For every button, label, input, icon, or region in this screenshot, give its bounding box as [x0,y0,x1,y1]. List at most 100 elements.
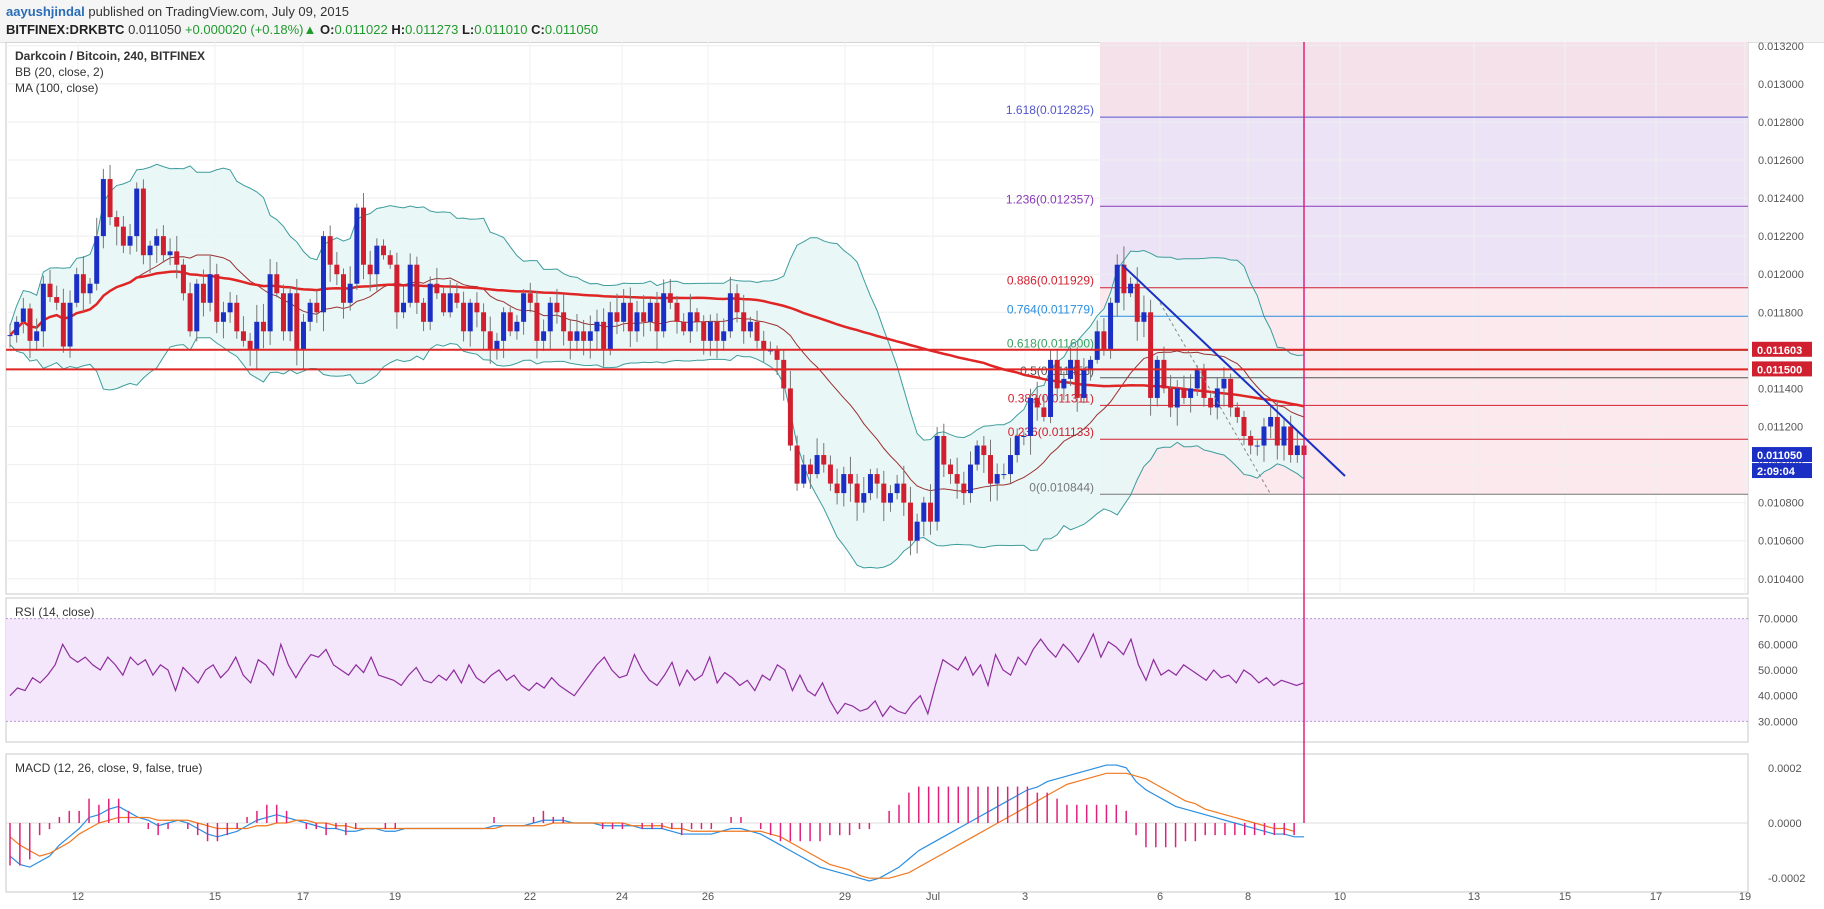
candle-body [921,502,927,522]
rsi-band [6,618,1748,722]
candle-body [914,521,920,541]
candle-body [627,302,633,332]
candle-body [200,283,206,303]
candle-body [134,188,140,237]
macd-legend: MACD (12, 26, close, 9, false, true) [15,761,202,775]
candle-body [847,474,853,484]
candle-body [234,302,240,332]
fib-level-label: 1.236(0.012357) [1006,192,1094,206]
candle-body [947,464,953,475]
candle-body [1054,359,1060,389]
price-tick: 0.011200 [1758,421,1803,433]
candle-body [120,226,126,246]
candle-body [514,321,520,332]
macd-tick: 0.0000 [1768,818,1802,830]
price-marker-bg [1752,447,1812,463]
candle-body [100,179,106,237]
ma-legend: MA (100, close) [15,81,98,95]
candle-body [1161,359,1167,389]
candle-body [727,293,733,332]
candle-body [27,308,33,341]
rsi-tick: 70.0000 [1758,614,1798,626]
candle-body [167,251,173,256]
candle-body [461,302,467,332]
chart-area[interactable]: 1.618(0.012825) 1.236(0.012357) 0.886(0.01… [0,41,1824,909]
candle-body [67,302,73,347]
fib-level-label: 0.618(0.011600) [1007,336,1094,350]
open-label: O: [320,22,335,37]
candle-body [1114,264,1120,303]
candle-body [554,302,560,313]
candle-body [1074,359,1080,398]
candle-body [1081,369,1087,398]
candle-body [1048,359,1054,417]
time-tick: 19 [389,891,401,903]
candle-body [1108,302,1114,351]
candle-body [361,207,367,265]
candle-body [1221,378,1227,389]
candle-body [20,308,26,322]
candle-body [927,502,933,522]
candle-body [887,493,893,503]
price-tick: 0.010600 [1758,536,1804,548]
price-change: +0.000020 (+0.18%) [184,22,304,37]
close-label: C: [531,22,545,37]
candle-body [1274,416,1280,446]
candle-body [701,321,707,341]
candle-body [661,293,667,332]
candle-body [1008,455,1014,475]
candle-body [607,312,613,351]
candle-body [961,483,967,494]
candle-body [314,302,320,313]
candle-body [1188,388,1194,398]
candle-body [1168,388,1174,408]
candle-body [574,331,580,341]
candle-body [320,236,326,313]
candle-body [621,302,627,322]
low-label: L: [461,22,475,37]
candle-body [114,217,120,227]
candle-body [1174,388,1180,408]
candle-body [814,455,820,475]
candle-body [267,274,273,332]
time-tick: 15 [1559,891,1571,903]
candle-body [741,312,747,332]
candle-body [834,483,840,494]
candle-body [300,321,306,351]
candle-body [821,455,827,465]
rsi-tick: 40.0000 [1758,691,1798,703]
price-marker: 0.011500 [1757,364,1802,376]
candle-body [767,350,773,352]
candle-body [1101,331,1107,351]
author-link[interactable]: aayushjindal [6,4,85,19]
candle-body [354,207,360,284]
candle-body [721,331,727,341]
candle-body [667,293,673,303]
candle-body [94,236,100,284]
candle-body [1228,378,1234,408]
rsi-tick: 60.0000 [1758,639,1798,651]
ohlc-line: BITFINEX:DRKBTC 0.011050 +0.000020 (+0.1… [6,22,598,37]
price-marker: 0.011050 [1757,450,1802,462]
low-value: 0.011010 [474,22,528,37]
price-marker: 0.011603 [1757,345,1802,357]
candle-body [434,283,440,294]
chart-svg[interactable]: 1.618(0.012825) 1.236(0.012357) 0.886(0.01… [0,41,1824,904]
candle-body [1241,416,1247,437]
candle-body [154,236,160,246]
candle-body [1254,445,1260,447]
price-tick: 0.013000 [1758,79,1804,91]
candle-body [707,321,713,341]
candle-body [1181,388,1187,398]
candle-body [861,493,867,503]
candle-body [47,283,53,298]
fib-level-label: 0(0.010844) [1029,480,1094,494]
candle-body [1001,474,1007,476]
candle-body [1294,445,1300,456]
high-label: H: [391,22,406,37]
up-arrow-icon: ▲ [303,22,317,37]
candle-body [414,264,420,303]
candle-body [1268,416,1274,427]
candle-body [901,483,907,503]
